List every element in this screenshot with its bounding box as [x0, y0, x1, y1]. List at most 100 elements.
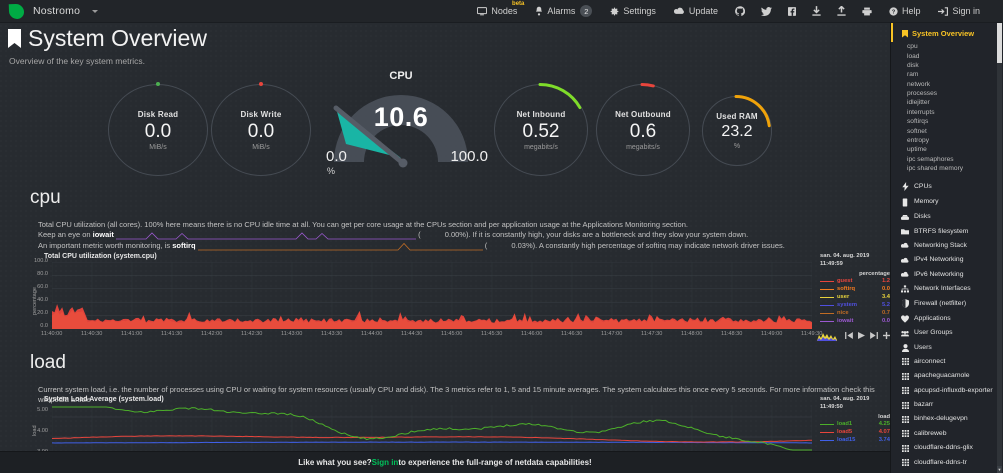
sidebar-item-label: bazarr — [914, 401, 934, 409]
cpu-legend-row[interactable]: softirq 0.0 — [820, 285, 890, 293]
user-icon — [901, 343, 909, 352]
nav-item-github[interactable] — [727, 0, 753, 23]
sidebar-subitem-softnet[interactable]: softnet — [907, 127, 927, 135]
nav-item-settings[interactable]: Settings — [601, 0, 665, 23]
load-legend-date: san. 04. aug. 2019 — [820, 396, 870, 402]
sidebar-item-cpus[interactable]: CPUs — [891, 179, 1003, 194]
sidebar-subitem-processes[interactable]: processes — [907, 90, 938, 98]
sidebar-item-applications[interactable]: Applications — [891, 312, 1003, 326]
sidebar-item-system-overview[interactable]: System Overview — [891, 23, 1003, 42]
load-legend-row[interactable]: load1 4.25 — [820, 420, 890, 428]
nav-item-alarms[interactable]: Alarms 2 — [526, 0, 601, 23]
nav-item-update[interactable]: Update — [665, 0, 727, 23]
cpu-xtick-1: 11:40:30 — [81, 331, 103, 337]
gauge-disk-write[interactable]: Disk Write 0.0 MiB/s — [211, 82, 311, 176]
gauge-used-ram[interactable]: Used RAM 23.2 % — [702, 95, 772, 166]
sidebar-subitem-idlejitter[interactable]: idlejitter — [907, 99, 930, 107]
play-icon[interactable] — [858, 332, 865, 339]
sidebar-item-apcupsd-influxdb-exporter[interactable]: apcupsd-influxdb-exporter — [891, 384, 1003, 398]
sidebar-item-apacheguacamole[interactable]: apacheguacamole — [891, 369, 1003, 383]
sidebar-item-label: IPv4 Networking — [914, 256, 964, 264]
sidebar-subitem-network[interactable]: network — [907, 80, 931, 88]
load-legend-row[interactable]: load5 4.07 — [820, 428, 890, 436]
nav-item-help[interactable]: ? Help — [880, 0, 930, 23]
sidebar-item-networking-stack[interactable]: Networking Stack — [891, 239, 1003, 253]
sidebar-subitem-ipc-semaphores[interactable]: ipc semaphores — [907, 155, 954, 163]
sidebar-subitem-disk[interactable]: disk — [907, 61, 919, 69]
nav-item-save-snapshot[interactable] — [829, 0, 854, 23]
cpu-legend-time: 11:49:59 — [820, 261, 843, 267]
cpu-legend-row[interactable]: system 5.2 — [820, 301, 890, 309]
scroll-down-arrow-icon[interactable]: ▼ — [997, 466, 1002, 473]
chevron-down-icon[interactable] — [92, 9, 99, 13]
sidebar-subitem-load[interactable]: load — [907, 52, 920, 60]
sidebar-item-label: CPUs — [914, 182, 932, 190]
question-circle-icon: ? — [889, 6, 898, 15]
cpu-legend-units: percentage — [859, 271, 890, 277]
nav-item-load-snapshot[interactable] — [804, 0, 829, 23]
legend-series-value: 0.0 — [881, 318, 890, 324]
cloud-icon — [901, 257, 909, 264]
forward-icon[interactable] — [870, 332, 878, 339]
cpu-xtick-4: 11:42:00 — [201, 331, 223, 337]
nav-item-facebook[interactable] — [780, 0, 804, 23]
nav-item-print[interactable] — [854, 0, 880, 23]
cpu-legend-sparkline-icon — [817, 333, 837, 341]
nav-item-twitter[interactable] — [753, 0, 780, 23]
sidebar-item-btrfs-filesystem[interactable]: BTRFS filesystem — [891, 224, 1003, 238]
sidebar-item-airconnect[interactable]: airconnect — [891, 355, 1003, 369]
backward-icon[interactable] — [845, 332, 853, 339]
sidebar-subitem-interrupts[interactable]: interrupts — [907, 108, 935, 116]
gauge-net-outbound[interactable]: Net Outbound 0.6 megabits/s — [596, 83, 690, 176]
nav-actions: Nodes beta Alarms 2 Settings Update — [468, 0, 1003, 23]
load-chart-block[interactable]: System Load Average (system.load) load 5… — [30, 396, 890, 457]
sidebar-subitems[interactable]: cpu load disk ram network processes idlejitter… — [891, 42, 1003, 173]
sidebar-item-network-interfaces[interactable]: Network Interfaces — [891, 282, 1003, 296]
cpu-legend-row[interactable]: user 3.4 — [820, 293, 890, 301]
sidebar-subitem-entropy[interactable]: entropy — [907, 136, 929, 144]
right-sidebar[interactable]: System Overview cpu load disk ram network pro… — [890, 23, 1003, 473]
load-ytick-5: 5.00 — [37, 407, 48, 413]
sidebar-item-binhex-delugevpn[interactable]: binhex-delugevpn — [891, 412, 1003, 426]
sidebar-subitem-ipc-shared-memory[interactable]: ipc shared memory — [907, 165, 964, 173]
sidebar-subitem-uptime[interactable]: uptime — [907, 146, 927, 154]
sidebar-item-cloudflare-ddns-tr[interactable]: cloudflare-ddns-tr — [891, 455, 1003, 469]
cpu-legend-row[interactable]: guest 1.2 — [820, 277, 890, 285]
cpu-legend-row[interactable]: iowait 0.0 — [820, 317, 890, 325]
gauge-content: Used RAM 23.2 % — [702, 96, 772, 166]
cpu-chart-block[interactable]: Total CPU utilization (system.cpu) perce… — [30, 253, 926, 343]
sidebar-item-calibreweb[interactable]: calibreweb — [891, 427, 1003, 441]
nav-item-nodes[interactable]: Nodes beta — [468, 0, 526, 23]
section-heading-cpu: cpu — [30, 187, 61, 208]
brand[interactable]: Nostromo — [0, 4, 99, 19]
cpu-chart-canvas[interactable] — [52, 262, 812, 329]
plus-icon[interactable] — [883, 332, 890, 339]
sidebar-sections[interactable]: CPUs Memory Disks BTRFS filesystem Networkin… — [891, 179, 1003, 470]
sidebar-subitem-cpu[interactable]: cpu — [907, 43, 918, 51]
footer-signin-link[interactable]: Sign in — [371, 458, 399, 467]
sidebar-subitem-ram[interactable]: ram — [907, 71, 919, 79]
sidebar-item-firewall-netfilter[interactable]: Firewall (netfilter) — [891, 296, 1003, 311]
sidebar-item-ipv4-networking[interactable]: IPv4 Networking — [891, 253, 1003, 267]
sidebar-item-bazarr[interactable]: bazarr — [891, 398, 1003, 412]
shield-icon — [901, 299, 909, 309]
gauge-disk-read[interactable]: Disk Read 0.0 MiB/s — [108, 82, 208, 176]
gauge-cpu[interactable]: CPU 10.6 0.0 % 100.0 — [320, 70, 488, 188]
sidebar-item-cloudflare-ddns-glix[interactable]: cloudflare-ddns-glix — [891, 441, 1003, 455]
sidebar-item-memory[interactable]: Memory — [891, 195, 1003, 210]
grid-icon — [901, 387, 909, 395]
sidebar-item-disks[interactable]: Disks — [891, 210, 1003, 224]
sidebar-item-user-groups[interactable]: User Groups — [891, 326, 1003, 340]
sidebar-scrollbar-thumb[interactable] — [997, 23, 1002, 63]
gauge-net-inbound[interactable]: Net Inbound 0.52 megabits/s — [494, 83, 588, 176]
iowait-desc-pre: Keep an eye on — [38, 230, 93, 239]
sidebar-subitem-softirqs[interactable]: softirqs — [907, 118, 929, 126]
sidebar-item-ipv6-networking[interactable]: IPv6 Networking — [891, 268, 1003, 282]
legend-series-name: load5 — [837, 429, 853, 435]
nav-item-signin[interactable]: Sign in — [929, 0, 989, 23]
sidebar-item-users[interactable]: Users — [891, 340, 1003, 354]
cpu-legend-row[interactable]: nice 0.7 — [820, 309, 890, 317]
load-chart-canvas[interactable] — [52, 405, 812, 457]
load-legend-row[interactable]: load15 3.74 — [820, 436, 890, 444]
sidebar-scrollbar[interactable]: ▼ — [997, 23, 1002, 473]
